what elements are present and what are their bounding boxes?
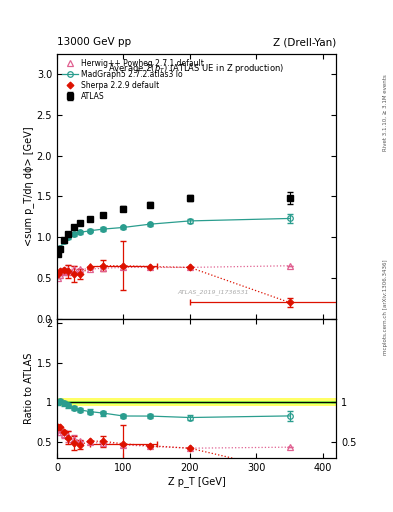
Line: Herwig++ Powheg 2.7.1 default: Herwig++ Powheg 2.7.1 default xyxy=(55,263,292,281)
Herwig++ Powheg 2.7.1 default xyxy=(61,268,66,274)
Sherpa 2.2.9 default xyxy=(148,264,152,270)
Herwig++ Powheg 2.7.1 default xyxy=(56,275,61,281)
Sherpa 2.2.9 default xyxy=(56,271,61,277)
Sherpa 2.2.9 default xyxy=(187,264,192,270)
Sherpa 2.2.9 default xyxy=(88,264,93,270)
Sherpa 2.2.9 default xyxy=(58,268,62,274)
Herwig++ Powheg 2.7.1 default xyxy=(71,266,76,272)
Sherpa 2.2.9 default xyxy=(61,267,66,273)
Herwig++ Powheg 2.7.1 default xyxy=(58,272,62,278)
Sherpa 2.2.9 default xyxy=(101,263,106,269)
Herwig++ Powheg 2.7.1 default xyxy=(287,263,292,269)
Bar xyxy=(57,401,336,403)
Text: ATLAS_2019_I1736531: ATLAS_2019_I1736531 xyxy=(178,289,249,295)
Sherpa 2.2.9 default xyxy=(287,300,292,306)
Herwig++ Powheg 2.7.1 default xyxy=(66,267,71,273)
Y-axis label: Ratio to ATLAS: Ratio to ATLAS xyxy=(24,353,34,424)
Herwig++ Powheg 2.7.1 default xyxy=(101,265,106,271)
Sherpa 2.2.9 default xyxy=(78,271,83,277)
Herwig++ Powheg 2.7.1 default xyxy=(187,264,192,270)
Legend: Herwig++ Powheg 2.7.1 default, MadGraph5 2.7.2.atlas3 lo, Sherpa 2.2.9 default, : Herwig++ Powheg 2.7.1 default, MadGraph5… xyxy=(61,57,205,102)
Text: mcplots.cern.ch [arXiv:1306.3436]: mcplots.cern.ch [arXiv:1306.3436] xyxy=(383,260,387,355)
Herwig++ Powheg 2.7.1 default xyxy=(88,266,93,272)
Sherpa 2.2.9 default xyxy=(66,268,71,274)
Text: Average $\Sigma(p_T)$ (ATLAS UE in Z production): Average $\Sigma(p_T)$ (ATLAS UE in Z pro… xyxy=(108,62,285,75)
Line: Sherpa 2.2.9 default: Sherpa 2.2.9 default xyxy=(56,263,292,305)
Text: 13000 GeV pp: 13000 GeV pp xyxy=(57,37,131,47)
Herwig++ Powheg 2.7.1 default xyxy=(78,266,83,272)
Text: Rivet 3.1.10, ≥ 3.1M events: Rivet 3.1.10, ≥ 3.1M events xyxy=(383,74,387,151)
X-axis label: Z p_T [GeV]: Z p_T [GeV] xyxy=(168,476,225,487)
Herwig++ Powheg 2.7.1 default xyxy=(148,264,152,270)
Herwig++ Powheg 2.7.1 default xyxy=(121,264,126,270)
Bar xyxy=(57,398,336,407)
Y-axis label: <sum p_T/dη dϕ> [GeV]: <sum p_T/dη dϕ> [GeV] xyxy=(23,126,34,246)
Text: Z (Drell-Yan): Z (Drell-Yan) xyxy=(273,37,336,47)
Sherpa 2.2.9 default xyxy=(71,271,76,277)
Sherpa 2.2.9 default xyxy=(121,263,126,269)
